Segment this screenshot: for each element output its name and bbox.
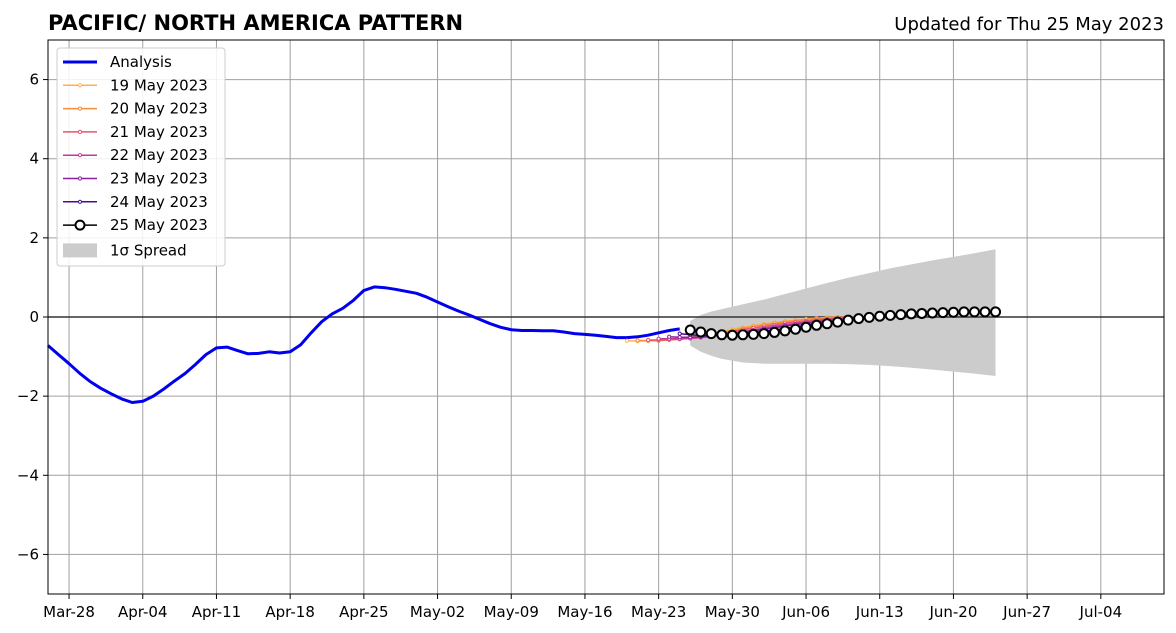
point-25-may-2023 [990, 306, 1002, 318]
point-25-may-2023 [874, 310, 886, 322]
point-25-may-2023 [947, 306, 959, 318]
x-tick-label: May-30 [705, 603, 760, 621]
x-tick-label: Apr-18 [265, 603, 315, 621]
y-tick-label: 2 [29, 229, 39, 247]
point-25-may-2023 [695, 326, 707, 338]
y-tick-label: 6 [29, 71, 39, 89]
legend-label: 25 May 2023 [110, 216, 208, 234]
point-22-may-2023 [656, 336, 661, 341]
legend-marker [74, 219, 86, 231]
point-21-may-2023 [646, 337, 651, 343]
y-tick-label: −2 [17, 387, 39, 405]
chart-subtitle: Updated for Thu 25 May 2023 [894, 14, 1164, 35]
x-tick-label: May-16 [557, 603, 612, 621]
point-20-may-2023 [635, 338, 640, 343]
point-23-may-2023 [667, 334, 672, 339]
point-25-may-2023 [916, 307, 928, 319]
point-25-may-2023 [937, 307, 949, 319]
point-25-may-2023 [853, 313, 865, 325]
spread-band [690, 249, 996, 376]
x-tick-label: Jun-27 [1002, 603, 1051, 621]
legend-label: 23 May 2023 [110, 170, 208, 188]
point-25-may-2023 [747, 328, 759, 340]
y-tick-label: 4 [29, 150, 39, 168]
point-25-may-2023 [926, 307, 938, 319]
legend-marker [77, 176, 83, 181]
x-tick-label: Jun-06 [781, 603, 830, 621]
legend-label: 20 May 2023 [110, 100, 208, 118]
point-25-may-2023 [842, 314, 854, 326]
series-layer [47, 285, 1002, 404]
x-tick-label: Apr-11 [192, 603, 242, 621]
legend-marker [77, 106, 83, 111]
point-25-may-2023 [968, 306, 980, 318]
legend-swatch-spread [63, 243, 97, 258]
point-25-may-2023 [811, 319, 823, 331]
point-25-may-2023 [737, 329, 749, 341]
point-25-may-2023 [684, 324, 696, 336]
y-tick-label: −4 [17, 466, 39, 484]
point-25-may-2023 [758, 328, 770, 340]
point-25-may-2023 [832, 316, 844, 328]
legend-marker [77, 83, 83, 88]
point-25-may-2023 [863, 311, 875, 323]
legend-marker [77, 153, 83, 158]
point-25-may-2023 [884, 309, 896, 321]
x-tick-label: Jun-20 [928, 603, 977, 621]
point-25-may-2023 [979, 306, 991, 318]
point-25-may-2023 [726, 329, 738, 341]
point-25-may-2023 [821, 318, 833, 330]
point-23-may-2023 [677, 335, 682, 340]
chart-title: PACIFIC/ NORTH AMERICA PATTERN [48, 11, 463, 35]
point-25-may-2023 [905, 308, 917, 320]
x-tick-label: May-23 [631, 603, 686, 621]
point-25-may-2023 [790, 323, 802, 335]
legend-label: 19 May 2023 [110, 76, 208, 94]
x-tick-label: Apr-04 [118, 603, 168, 621]
legend-marker [77, 129, 83, 134]
point-25-may-2023 [779, 325, 791, 337]
point-25-may-2023 [768, 326, 780, 338]
x-tick-label: May-09 [484, 603, 539, 621]
point-25-may-2023 [800, 321, 812, 333]
x-tick-label: Jul-04 [1079, 603, 1123, 621]
x-tick-label: May-02 [410, 603, 465, 621]
axis-ticks: Mar-28 Apr-04 Apr-11 Apr-18 Apr-25 May-02 May-… [17, 71, 1122, 621]
legend-label: 22 May 2023 [110, 146, 208, 164]
legend-label: 24 May 2023 [110, 193, 208, 211]
point-19-may-2023 [624, 338, 630, 343]
x-tick-label: Jun-13 [855, 603, 904, 621]
legend-box [56, 47, 226, 267]
y-tick-label: 0 [29, 308, 39, 326]
point-25-may-2023 [705, 328, 717, 340]
legend-label: Analysis [110, 53, 172, 71]
legend-label: 21 May 2023 [110, 123, 208, 141]
point-25-may-2023 [958, 306, 970, 318]
point-24-may-2023 [677, 331, 682, 336]
point-25-may-2023 [895, 309, 907, 321]
legend-marker [77, 199, 83, 204]
x-tick-label: Mar-28 [43, 603, 95, 621]
spread-layer [690, 249, 996, 376]
series-line-analysis [47, 285, 680, 404]
legend: Analysis 19 May 2023 20 May 2023 21 May 202… [56, 47, 226, 267]
point-25-may-2023 [716, 329, 728, 341]
y-tick-label: −6 [17, 545, 39, 563]
x-tick-label: Apr-25 [339, 603, 389, 621]
legend-label: 1σ Spread [110, 241, 187, 259]
